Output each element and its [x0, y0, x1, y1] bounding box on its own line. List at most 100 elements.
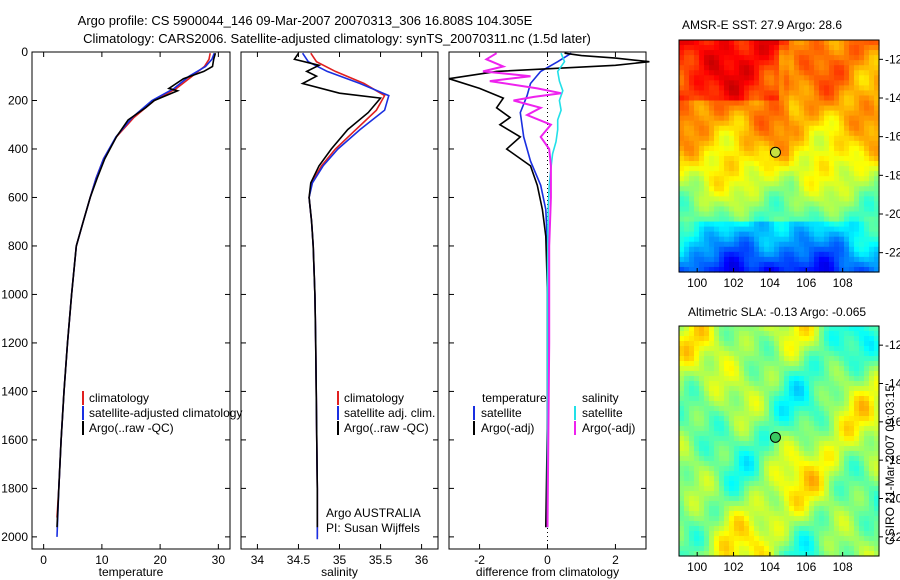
- map-cell: [734, 231, 740, 238]
- map-cell: [849, 206, 855, 213]
- map-cell: [719, 461, 725, 467]
- map-cell: [839, 50, 845, 56]
- map-cell: [774, 241, 780, 248]
- map-cell: [779, 506, 785, 512]
- map-cell: [754, 226, 760, 233]
- map-cell: [684, 120, 690, 127]
- map-cell: [834, 115, 840, 122]
- map-cell: [719, 536, 725, 542]
- map-cell: [739, 80, 745, 86]
- map-cell: [734, 451, 740, 457]
- map-cell: [709, 211, 715, 218]
- map-cell: [839, 135, 845, 142]
- map-cell: [749, 211, 755, 218]
- map-cell: [769, 426, 775, 432]
- map-cell: [789, 186, 795, 192]
- map-cell: [749, 226, 755, 233]
- map-cell: [714, 411, 720, 417]
- map-cell: [834, 161, 840, 167]
- map-cell: [734, 356, 740, 362]
- map-cell: [719, 411, 725, 417]
- map-cell: [794, 546, 800, 552]
- map-cell: [749, 156, 755, 162]
- map-cell: [799, 256, 805, 263]
- map-cell: [789, 90, 795, 97]
- map-cell: [789, 361, 795, 367]
- map-cell: [799, 451, 805, 457]
- map-cell: [714, 516, 720, 522]
- map-cell: [859, 236, 865, 243]
- map-cell: [724, 65, 730, 71]
- map-cell: [764, 536, 770, 542]
- map-cell: [734, 256, 740, 263]
- map-cell: [794, 171, 800, 177]
- map-cell: [684, 261, 690, 268]
- map-cell: [819, 201, 825, 208]
- map-cell: [824, 231, 830, 238]
- map-cell: [679, 40, 685, 46]
- map-cell: [699, 331, 705, 337]
- map-cell: [789, 541, 795, 547]
- map-cell: [784, 511, 790, 517]
- map-cell: [734, 100, 740, 107]
- map-y-tick-label: -12: [885, 338, 900, 352]
- map-cell: [779, 396, 785, 402]
- map-cell: [724, 70, 730, 76]
- map-cell: [869, 105, 875, 112]
- map-cell: [774, 366, 780, 372]
- map-cell: [689, 75, 695, 81]
- map-cell: [724, 361, 730, 367]
- map-cell: [679, 166, 685, 172]
- map-cell: [859, 85, 865, 92]
- map-cell: [804, 456, 810, 462]
- map-cell: [694, 256, 700, 263]
- map-cell: [679, 186, 685, 192]
- map-cell: [744, 261, 750, 268]
- map-cell: [749, 391, 755, 397]
- map-cell: [699, 176, 705, 182]
- map-cell: [859, 516, 865, 522]
- map-cell: [694, 541, 700, 547]
- map-cell: [764, 266, 770, 273]
- map-cell: [839, 196, 845, 202]
- map-cell: [709, 481, 715, 487]
- map-cell: [714, 386, 720, 392]
- map-cell: [839, 536, 845, 542]
- map-cell: [714, 120, 720, 127]
- map-cell: [744, 120, 750, 127]
- map-cell: [844, 211, 850, 218]
- map-cell: [824, 451, 830, 457]
- map-cell: [704, 145, 710, 152]
- map-cell: [784, 461, 790, 467]
- map-cell: [764, 55, 770, 61]
- map-cell: [829, 45, 835, 51]
- map-cell: [779, 140, 785, 147]
- map-cell: [809, 526, 815, 532]
- map-cell: [679, 90, 685, 97]
- map-cell: [774, 421, 780, 427]
- y-tick-label: 1400: [1, 384, 28, 398]
- map-cell: [824, 40, 830, 46]
- map-cell: [694, 386, 700, 392]
- y-tick-label: 2000: [1, 530, 28, 544]
- map-cell: [799, 331, 805, 337]
- map-cell: [844, 446, 850, 452]
- map-cell: [859, 391, 865, 397]
- map-cell: [694, 436, 700, 442]
- map-cell: [849, 331, 855, 337]
- map-cell: [694, 90, 700, 97]
- map-cell: [814, 85, 820, 92]
- map-cell: [749, 541, 755, 547]
- map-cell: [774, 256, 780, 263]
- map-cell: [709, 261, 715, 268]
- map-cell: [679, 466, 685, 472]
- map-cell: [814, 231, 820, 238]
- map-cell: [759, 356, 765, 362]
- map-cell: [819, 521, 825, 527]
- map-cell: [874, 371, 880, 377]
- map-cell: [709, 521, 715, 527]
- map-cell: [749, 531, 755, 537]
- map-cell: [744, 231, 750, 238]
- map-cell: [834, 366, 840, 372]
- map-cell: [749, 85, 755, 92]
